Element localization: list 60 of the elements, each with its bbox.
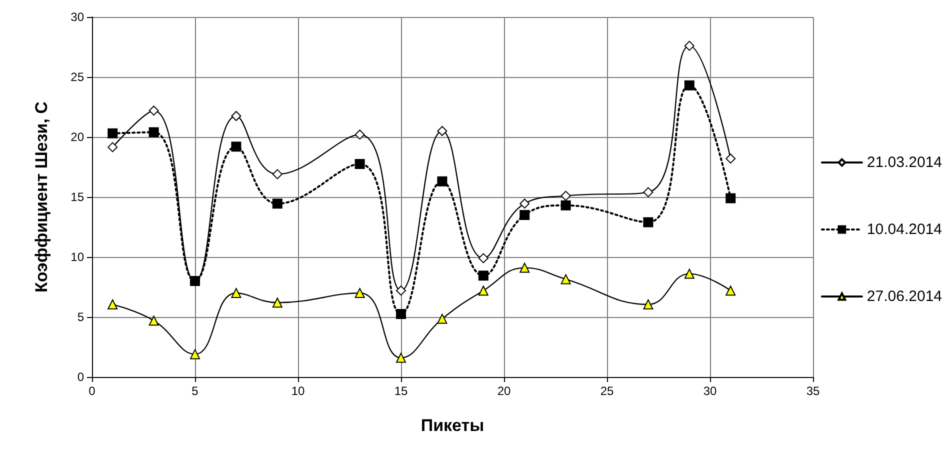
point [272, 298, 282, 308]
point [560, 190, 571, 201]
point [478, 270, 488, 281]
point [354, 288, 365, 298]
legend-label: 21.03.2014 [866, 154, 942, 171]
point [108, 299, 118, 310]
x-tick-label: 30 [703, 384, 717, 398]
y-tick-label: 20 [70, 130, 84, 144]
x-tick-label: 0 [88, 384, 96, 398]
point [396, 309, 406, 319]
x-axis-title: Пикеты [420, 416, 484, 435]
point [643, 217, 654, 228]
x-tick-label: 10 [291, 384, 305, 398]
y-tick-label: 5 [77, 310, 84, 324]
point [684, 40, 694, 51]
point [726, 286, 736, 296]
point [396, 352, 406, 363]
point [272, 198, 282, 209]
point [520, 262, 530, 273]
point [190, 349, 200, 360]
legend-label: 10.04.2014 [866, 221, 942, 238]
point [520, 210, 530, 220]
legend-label: 27.06.2014 [866, 288, 942, 305]
point [108, 142, 118, 152]
x-tick-label: 35 [806, 384, 820, 398]
x-tick-label: 5 [192, 384, 199, 398]
point [354, 130, 365, 140]
point [560, 274, 571, 284]
point [643, 299, 654, 310]
y-tick-label: 0 [77, 370, 84, 384]
y-tick-label: 30 [70, 10, 84, 24]
point [231, 111, 242, 121]
x-tick-label: 25 [600, 384, 614, 398]
x-tick-label: 20 [497, 384, 511, 398]
point [231, 288, 242, 298]
point [354, 159, 365, 169]
point [726, 193, 736, 204]
point [437, 176, 448, 186]
point [108, 128, 118, 138]
point [437, 126, 448, 136]
point [478, 286, 488, 296]
point [560, 200, 571, 210]
y-tick-label: 10 [70, 250, 84, 264]
point [148, 127, 159, 138]
point [520, 198, 530, 209]
point [148, 316, 159, 326]
point [396, 286, 406, 296]
point [148, 106, 159, 116]
y-tick-label: 25 [70, 70, 84, 84]
point [478, 253, 488, 264]
x-tick-label: 15 [394, 384, 408, 398]
point [684, 268, 694, 279]
point [643, 187, 654, 198]
point [684, 80, 694, 90]
point [437, 314, 448, 324]
point [272, 169, 282, 180]
y-axis-title: Коэффициент Шези, С [32, 102, 51, 292]
point [726, 154, 736, 164]
y-tick-label: 15 [70, 190, 84, 204]
point [231, 142, 242, 152]
